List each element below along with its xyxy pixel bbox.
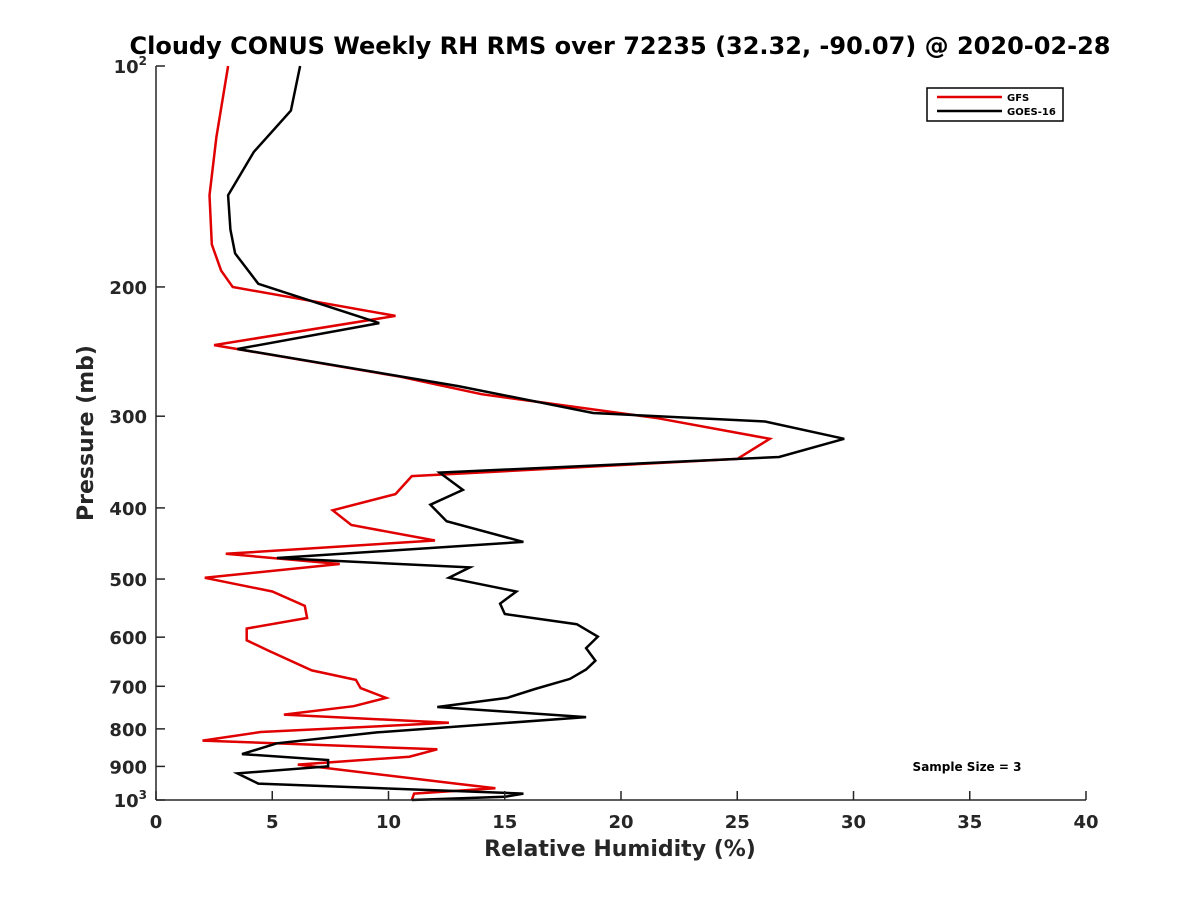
y-tick-label: 400 xyxy=(109,499,147,520)
y-tick-label: 200 xyxy=(109,278,147,299)
x-tick-label: 15 xyxy=(492,812,517,833)
y-tick-label: 300 xyxy=(109,407,147,428)
legend-box xyxy=(926,87,1064,122)
x-tick-label: 0 xyxy=(150,812,163,833)
y-tick-label: 900 xyxy=(109,757,147,778)
y-tick-label: 600 xyxy=(109,628,147,649)
legend-label-gfs: GFS xyxy=(1007,93,1029,104)
y-tick-label: 700 xyxy=(109,677,147,698)
x-tick-label: 40 xyxy=(1073,812,1098,833)
x-tick-label: 10 xyxy=(376,812,401,833)
x-tick-label: 5 xyxy=(266,812,279,833)
legend-label-goes16: GOES-16 xyxy=(1007,107,1056,118)
x-axis-label: Relative Humidity (%) xyxy=(484,837,756,862)
sample-size-annotation: Sample Size = 3 xyxy=(913,760,1022,774)
x-axis-ticks: 0 5 10 15 20 25 30 35 40 xyxy=(150,791,1099,833)
legend: GFS GOES-16 xyxy=(926,87,1064,122)
x-tick-label: 30 xyxy=(841,812,866,833)
y-tick-label: 800 xyxy=(109,720,147,741)
series-layer xyxy=(202,65,845,802)
x-tick-label: 35 xyxy=(957,812,982,833)
plot-area: 0 5 10 15 20 25 30 35 40 10220030040050060070080… xyxy=(109,54,1098,833)
series-line-goes16 xyxy=(226,65,845,802)
series-line-gfs xyxy=(202,65,774,801)
x-tick-label: 25 xyxy=(725,812,750,833)
chart-title: Cloudy CONUS Weekly RH RMS over 72235 (3… xyxy=(130,32,1111,60)
y-tick-label: 500 xyxy=(109,570,147,591)
y-axis-label: Pressure (mb) xyxy=(74,345,99,521)
x-tick-label: 20 xyxy=(608,812,633,833)
